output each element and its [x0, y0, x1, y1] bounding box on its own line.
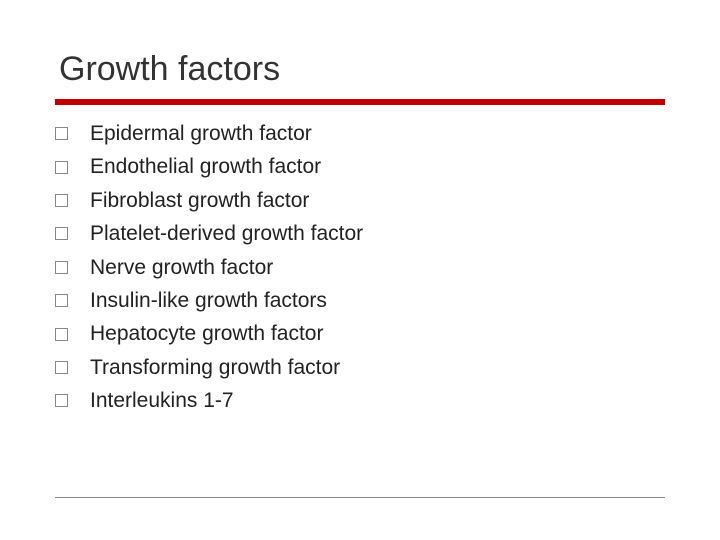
list-item: Interleukins 1-7	[55, 386, 665, 415]
list-item: Hepatocyte growth factor	[55, 319, 665, 348]
list-item: Platelet-derived growth factor	[55, 219, 665, 248]
slide-container: Growth factors Epidermal growth factor En…	[0, 0, 720, 540]
list-item: Nerve growth factor	[55, 253, 665, 282]
square-bullet-icon	[55, 361, 68, 374]
square-bullet-icon	[55, 227, 68, 240]
square-bullet-icon	[55, 194, 68, 207]
list-item-text: Endothelial growth factor	[90, 152, 321, 181]
square-bullet-icon	[55, 261, 68, 274]
list-item-text: Transforming growth factor	[90, 353, 340, 382]
list-item-text: Insulin-like growth factors	[90, 286, 327, 315]
list-item: Transforming growth factor	[55, 353, 665, 382]
bullet-list: Epidermal growth factor Endothelial growt…	[55, 119, 665, 416]
list-item: Insulin-like growth factors	[55, 286, 665, 315]
list-item-text: Hepatocyte growth factor	[90, 319, 323, 348]
slide-title: Growth factors	[55, 50, 665, 89]
list-item: Endothelial growth factor	[55, 152, 665, 181]
square-bullet-icon	[55, 127, 68, 140]
list-item: Fibroblast growth factor	[55, 186, 665, 215]
square-bullet-icon	[55, 161, 68, 174]
list-item: Epidermal growth factor	[55, 119, 665, 148]
list-item-text: Epidermal growth factor	[90, 119, 312, 148]
list-item-text: Fibroblast growth factor	[90, 186, 309, 215]
list-item-text: Platelet-derived growth factor	[90, 219, 363, 248]
square-bullet-icon	[55, 394, 68, 407]
list-item-text: Nerve growth factor	[90, 253, 273, 282]
list-item-text: Interleukins 1-7	[90, 386, 234, 415]
title-underline	[55, 99, 665, 105]
footer-divider	[55, 497, 665, 498]
square-bullet-icon	[55, 328, 68, 341]
square-bullet-icon	[55, 294, 68, 307]
